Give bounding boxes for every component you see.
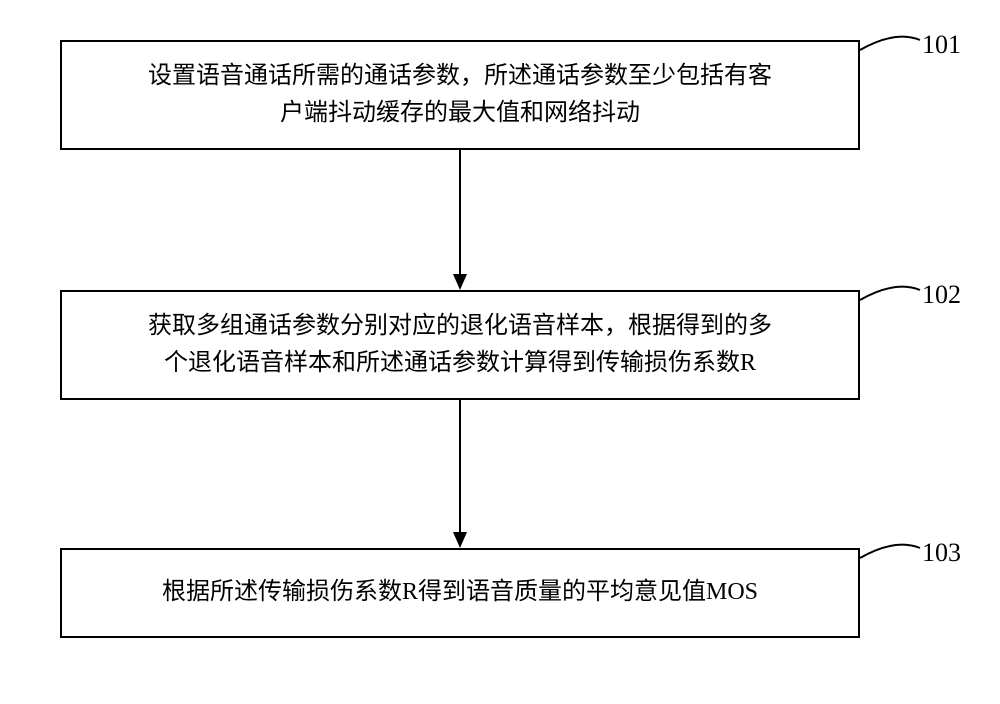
label-103: 103 [922, 538, 961, 568]
leader-103 [0, 0, 1000, 704]
flowchart-canvas: 设置语音通话所需的通话参数，所述通话参数至少包括有客 户端抖动缓存的最大值和网络… [0, 0, 1000, 704]
